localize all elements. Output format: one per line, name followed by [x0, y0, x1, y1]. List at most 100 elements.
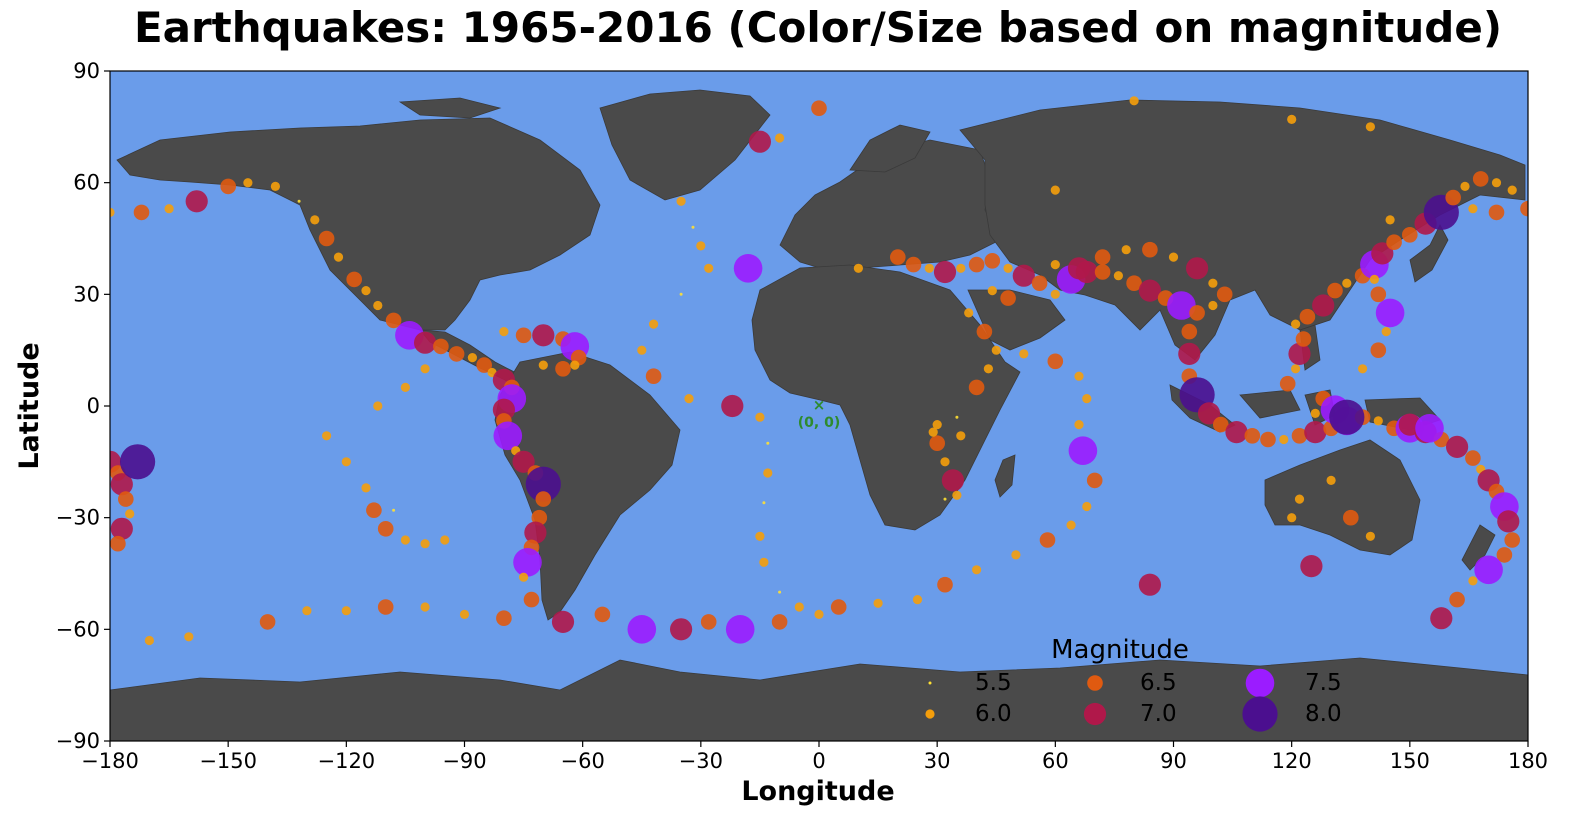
africa [751, 264, 1021, 531]
legend-label: 8.0 [1305, 701, 1342, 727]
quake-point [302, 606, 312, 616]
quake-point [144, 635, 154, 646]
quake-point [755, 531, 765, 541]
quake-point [110, 517, 133, 540]
quake-point [1074, 371, 1084, 381]
quake-point [956, 263, 966, 273]
quake-point [118, 491, 134, 507]
quake-point [1138, 573, 1161, 596]
quake-point [968, 256, 985, 273]
quake-point [830, 599, 847, 615]
quake-point [1082, 394, 1092, 404]
quake-point [1197, 402, 1221, 425]
quake-point [912, 595, 923, 605]
quake-point [670, 618, 693, 641]
quake-point [400, 535, 410, 545]
quake-point [1312, 294, 1335, 317]
land-masses [110, 89, 1528, 741]
quake-point [1343, 509, 1359, 526]
quake-point [322, 431, 332, 441]
quake-point [1287, 513, 1297, 523]
quake-point [983, 364, 994, 374]
quake-point [1126, 275, 1142, 292]
quake-point [133, 204, 150, 221]
quake-point [1365, 531, 1375, 541]
quake-point [1327, 282, 1343, 299]
quake-point [523, 591, 540, 608]
quake-point [1050, 260, 1060, 270]
quake-point [594, 606, 611, 623]
quake-point [1381, 327, 1391, 337]
quake-point [873, 598, 883, 608]
x-tick-label: 60 [1042, 749, 1069, 773]
quake-point [1358, 364, 1368, 374]
quake-point [1066, 520, 1076, 530]
quake-point [1031, 275, 1048, 292]
quake-point [627, 615, 657, 644]
quake-point [968, 379, 985, 396]
quake-point [1244, 428, 1261, 444]
quake-point [1491, 178, 1502, 188]
quake-point [696, 241, 706, 251]
quake-point [1068, 436, 1098, 466]
arabian-peninsula [967, 289, 1066, 351]
x-tick-label: 30 [924, 749, 951, 773]
quake-point [1279, 434, 1289, 445]
quake-point [1181, 323, 1198, 340]
quake-point [1504, 532, 1520, 548]
quake-point [1449, 591, 1465, 608]
x-tick-label: −150 [199, 749, 257, 773]
origin-x-mark: × [813, 396, 826, 414]
quake-point [220, 178, 236, 195]
quake-point [932, 420, 942, 430]
quake-point [987, 286, 997, 296]
quake-point [1208, 300, 1218, 311]
quake-point [811, 100, 827, 116]
quake-point [1310, 408, 1320, 418]
legend-marker [1087, 675, 1103, 691]
quake-point [1216, 286, 1233, 303]
quake-point [924, 263, 934, 273]
quake-point [1385, 215, 1395, 225]
quake-point [955, 415, 959, 419]
quake-point [243, 178, 253, 188]
quake-point [1445, 189, 1461, 206]
x-tick-label: 150 [1390, 749, 1430, 773]
quake-point [1474, 555, 1503, 585]
y-tick-label: 60 [73, 171, 100, 195]
quake-point [928, 427, 938, 437]
scandinavia [849, 124, 931, 173]
quake-point [755, 412, 765, 422]
australia [1264, 439, 1421, 556]
quake-point [318, 230, 335, 247]
legend-marker [1245, 668, 1275, 698]
quake-point [1113, 271, 1123, 281]
quake-point [1094, 249, 1111, 265]
quake-point [361, 483, 371, 493]
quake-point [964, 308, 974, 318]
quake-point [679, 292, 683, 296]
quake-point [700, 614, 717, 630]
greenland [599, 89, 771, 201]
quake-point [525, 466, 561, 502]
quake-point [721, 394, 744, 418]
quake-point [1299, 308, 1316, 325]
quake-point [297, 199, 301, 203]
x-tick-label: −120 [317, 749, 375, 773]
quake-point [794, 602, 804, 612]
quake-point [512, 450, 535, 473]
quake-point [1369, 274, 1379, 284]
quake-point [467, 353, 477, 363]
quake-point [1507, 185, 1517, 195]
quake-point [1370, 286, 1387, 303]
quake-point [941, 469, 965, 492]
quake-point [1291, 319, 1301, 329]
quake-point [905, 256, 922, 273]
quake-point [1168, 252, 1179, 262]
quake-point [759, 557, 769, 567]
quake-point [1094, 264, 1111, 280]
quake-point [984, 252, 1001, 269]
x-tick-label: 180 [1508, 749, 1548, 773]
quake-point [676, 196, 686, 206]
quake-point [1050, 289, 1060, 299]
